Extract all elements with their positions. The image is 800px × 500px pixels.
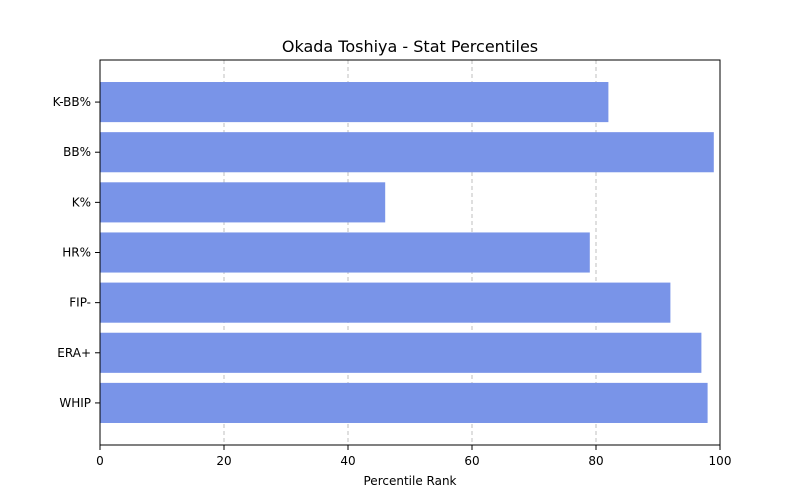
x-tick-label: 60	[464, 454, 479, 468]
bar	[100, 232, 590, 273]
y-tick-label: K-BB%	[53, 95, 91, 109]
x-tick-label: 0	[96, 454, 104, 468]
x-tick-label: 80	[588, 454, 603, 468]
bar	[100, 282, 671, 323]
bar	[100, 382, 708, 423]
bar	[100, 132, 714, 173]
y-tick-label: BB%	[63, 145, 91, 159]
x-tick-label: 40	[340, 454, 355, 468]
x-tick-label: 20	[216, 454, 231, 468]
y-tick-label: FIP-	[69, 296, 91, 310]
chart-title: Okada Toshiya - Stat Percentiles	[282, 37, 538, 56]
bar	[100, 332, 702, 373]
y-tick-label: HR%	[62, 246, 91, 260]
y-tick-label: WHIP	[59, 396, 91, 410]
bar	[100, 182, 386, 223]
bars	[100, 82, 714, 423]
ticks: 0 20 40 60 80 100 K-BB% BB% K% HR% FIP- ERA+ WHIP	[53, 95, 732, 468]
x-tick-label: 100	[709, 454, 732, 468]
y-tick-label: ERA+	[57, 346, 91, 360]
bar	[100, 82, 609, 123]
x-axis-label: Percentile Rank	[364, 474, 457, 488]
y-tick-label: K%	[72, 195, 91, 209]
